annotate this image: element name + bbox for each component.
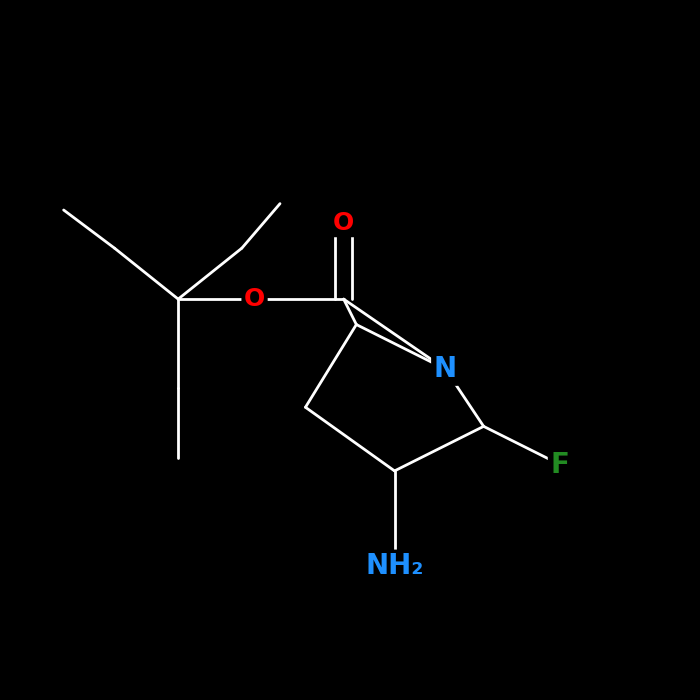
- Text: F: F: [551, 451, 569, 479]
- Text: N: N: [434, 355, 457, 383]
- Text: O: O: [333, 211, 354, 234]
- Text: O: O: [244, 287, 265, 311]
- Text: NH₂: NH₂: [365, 552, 424, 580]
